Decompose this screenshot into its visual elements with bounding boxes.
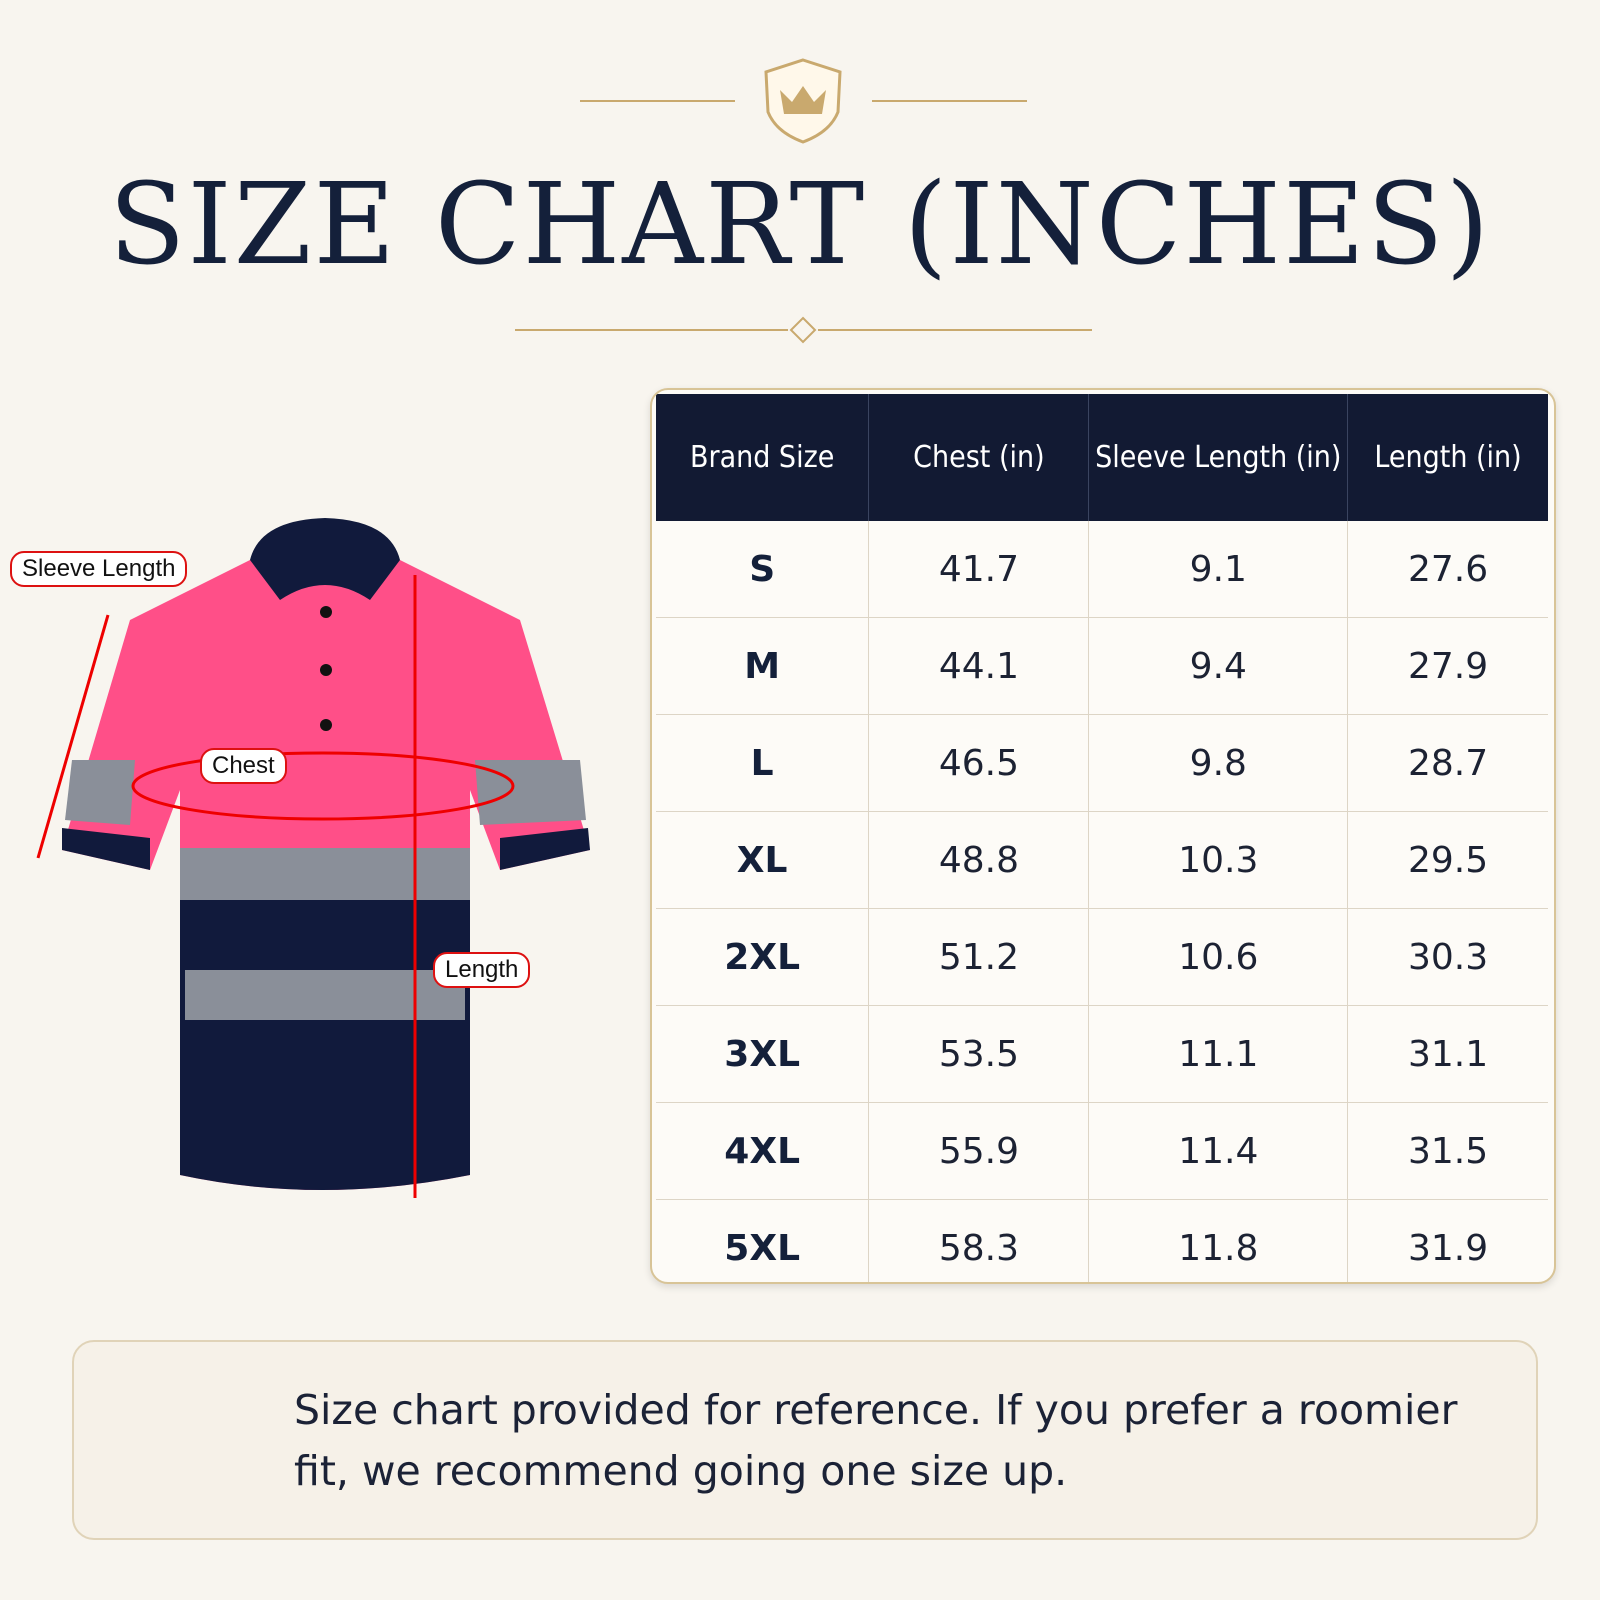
size-cell: XL — [656, 811, 870, 909]
measure-cell: 28.7 — [1347, 714, 1548, 812]
table-row: S 41.7 9.1 27.6 — [656, 521, 1548, 618]
size-cell: S — [656, 521, 870, 618]
measure-cell: 51.2 — [868, 908, 1090, 1006]
diagram-label: Chest — [200, 748, 287, 784]
measure-cell: 10.6 — [1088, 908, 1349, 1006]
measure-lines — [36, 575, 515, 1198]
measure-cell: 9.8 — [1088, 714, 1349, 812]
title: SIZE CHART (INCHES) — [108, 160, 1492, 290]
table-row: XL 48.8 10.3 29.5 — [656, 811, 1548, 909]
size-cell: 2XL — [656, 908, 870, 1006]
measure-cell: 10.3 — [1088, 811, 1349, 909]
size-cell: M — [656, 617, 870, 715]
size-cell: 4XL — [656, 1102, 870, 1200]
table-row: 4XL 55.9 11.4 31.5 — [656, 1102, 1548, 1200]
measure-cell: 31.1 — [1347, 1005, 1548, 1103]
column-header: Sleeve Length (in) — [1088, 394, 1349, 521]
measure-cell: 11.8 — [1088, 1199, 1349, 1282]
note-text: Size chart provided for reference. If yo… — [294, 1386, 1458, 1495]
column-header: Length (in) — [1347, 394, 1548, 521]
measure-cell: 55.9 — [868, 1102, 1090, 1200]
measure-cell: 31.9 — [1407, 1227, 1489, 1269]
measure-cell: 29.5 — [1347, 811, 1548, 909]
measure-cell: 46.5 — [868, 714, 1090, 812]
size-table: Brand Size Chest (in) Sleeve Length (in) Le… — [656, 394, 1548, 1282]
size-table-card: Brand Size Chest (in) Sleeve Length (in) Le… — [650, 388, 1556, 1284]
measure-cell: 31.5 — [1347, 1102, 1548, 1200]
size-cell: 3XL — [656, 1005, 870, 1103]
measure-cell: 9.1 — [1088, 521, 1349, 618]
measure-cell: 30.3 — [1347, 908, 1548, 1006]
shirt-illustration — [62, 518, 590, 1190]
measure-cell: 9.4 — [1088, 617, 1349, 715]
table-row: 3XL 53.5 11.1 31.1 — [656, 1005, 1548, 1103]
column-header: Brand Size — [656, 394, 870, 521]
measure-cell: 53.5 — [868, 1005, 1090, 1103]
measure-cell: 41.7 — [868, 521, 1090, 618]
diagram-label: Sleeve Length — [10, 551, 188, 587]
measure-cell: 48.8 — [868, 811, 1090, 909]
table-row: 2XL 51.2 10.6 30.3 — [656, 908, 1548, 1006]
note-box: Size chart provided for reference. If yo… — [72, 1340, 1538, 1540]
measure-cell: 58.3 — [868, 1199, 1090, 1282]
table-row: M 44.1 9.4 27.9 — [656, 617, 1548, 715]
measure-cell: 11.4 — [1088, 1102, 1349, 1200]
size-cell: L — [656, 714, 870, 812]
table-row: 5XL 58.3 11.8 31.9 — [656, 1199, 1548, 1282]
measure-cell: 11.1 — [1088, 1005, 1349, 1103]
measure-cell: 44.1 — [868, 617, 1090, 715]
size-cell: 5XL — [656, 1199, 870, 1282]
diagram-label: Length — [433, 952, 531, 988]
column-header: Chest (in) — [868, 394, 1090, 521]
table-row: L 46.5 9.8 28.7 — [656, 714, 1548, 812]
measure-cell: 27.6 — [1347, 521, 1548, 618]
measure-cell: 27.9 — [1347, 617, 1548, 715]
